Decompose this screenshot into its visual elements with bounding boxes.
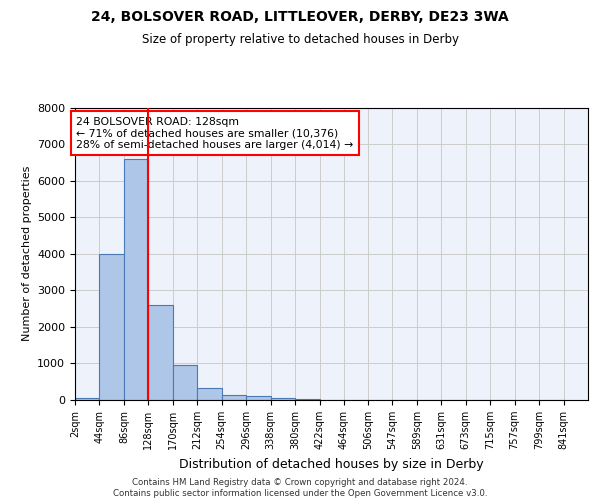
Y-axis label: Number of detached properties: Number of detached properties <box>22 166 32 342</box>
Bar <box>271 398 295 400</box>
Bar <box>197 388 222 400</box>
Text: 24 BOLSOVER ROAD: 128sqm
← 71% of detached houses are smaller (10,376)
28% of se: 24 BOLSOVER ROAD: 128sqm ← 71% of detach… <box>76 116 353 150</box>
Text: 24, BOLSOVER ROAD, LITTLEOVER, DERBY, DE23 3WA: 24, BOLSOVER ROAD, LITTLEOVER, DERBY, DE… <box>91 10 509 24</box>
Bar <box>100 254 124 400</box>
Bar <box>124 158 148 400</box>
X-axis label: Distribution of detached houses by size in Derby: Distribution of detached houses by size … <box>179 458 484 470</box>
Text: Size of property relative to detached houses in Derby: Size of property relative to detached ho… <box>142 32 458 46</box>
Text: Contains HM Land Registry data © Crown copyright and database right 2024.
Contai: Contains HM Land Registry data © Crown c… <box>113 478 487 498</box>
Bar <box>75 398 100 400</box>
Bar <box>148 305 173 400</box>
Bar <box>246 396 271 400</box>
Bar <box>222 395 246 400</box>
Bar <box>173 366 197 400</box>
